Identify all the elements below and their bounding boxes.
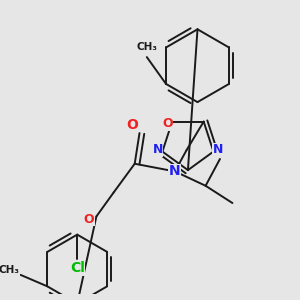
Text: N: N bbox=[169, 164, 181, 178]
Text: O: O bbox=[126, 118, 138, 132]
Text: CH₃: CH₃ bbox=[136, 43, 157, 52]
Text: N: N bbox=[213, 143, 224, 156]
Text: CH₃: CH₃ bbox=[0, 265, 20, 275]
Text: Cl: Cl bbox=[70, 261, 85, 275]
Text: O: O bbox=[83, 213, 94, 226]
Text: N: N bbox=[152, 143, 163, 156]
Text: O: O bbox=[162, 117, 173, 130]
